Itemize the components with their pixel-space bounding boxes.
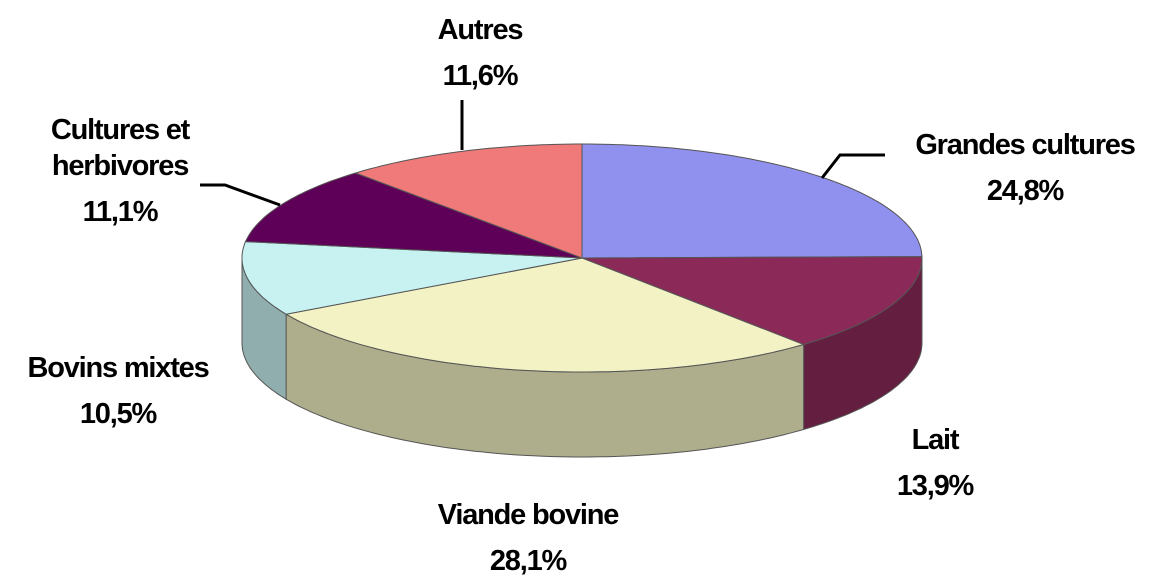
slice: [244, 172, 583, 259]
slice: [581, 256, 923, 346]
slice-label: Grandes cultures: [915, 129, 1136, 161]
value-label: 13,9%: [896, 470, 974, 502]
slice: [581, 143, 923, 259]
value-label: 11,1%: [82, 196, 159, 228]
slice-label: Autres: [437, 14, 524, 46]
value-label: 11,6%: [442, 60, 519, 92]
slice-label: Bovins mixtes: [27, 352, 209, 384]
slice: [284, 257, 806, 373]
slice-label: Viande bovine: [437, 499, 620, 531]
value-label: 10,5%: [79, 398, 157, 430]
slice: [241, 241, 583, 315]
value-label: 24,8%: [986, 175, 1064, 207]
slice-label: Cultures et herbivores: [50, 114, 190, 182]
leader-line: [820, 153, 885, 179]
slice: [354, 143, 583, 259]
value-label: 28,1%: [489, 545, 567, 577]
leader-line: [200, 183, 281, 207]
slice-label: Lait: [911, 424, 960, 456]
